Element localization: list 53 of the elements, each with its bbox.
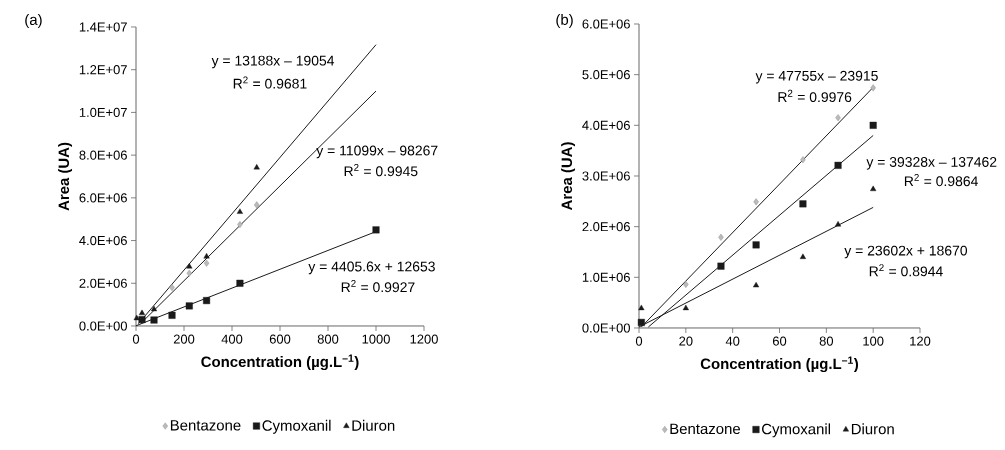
y-tick-label: 1.2E+07 (79, 65, 127, 75)
y-tick-label: 6.0E+06 (79, 193, 127, 203)
x-tick-label: 20 (679, 336, 693, 346)
annotation: R$^{2}$ = 0.8944 (869, 264, 943, 277)
y-tick-label: 1.0E+06 (582, 272, 630, 282)
y-tick-label: 1.4E+07 (79, 22, 127, 32)
x-axis-title: Concentration (µg.L$^{–1}$) (201, 354, 359, 371)
y-axis-title: Area (UA) (58, 142, 73, 211)
x-axis-title: Concentration (µg.L$^{–1}$) (700, 356, 859, 373)
legend-label: Cymoxanil (262, 419, 331, 434)
x-tick-label: 600 (269, 334, 291, 344)
x-tick-label: 1200 (410, 334, 438, 344)
annotation: y = 39328x – 137462 (866, 156, 997, 170)
y-tick-label: 3.0E+06 (582, 171, 630, 181)
y-tick-label: 5.0E+06 (582, 70, 630, 80)
chart-title: (a) (25, 14, 42, 28)
x-tick-label: 0 (635, 336, 643, 346)
y-tick-label: 4.0E+06 (582, 120, 630, 130)
y-tick-label: 0.0E+00 (582, 323, 630, 333)
annotation: y = 4405.6x + 12653 (308, 261, 435, 275)
annotation: y = 47755x – 23915 (755, 70, 878, 84)
legend-label: Bentazone (170, 420, 241, 431)
y-tick-label: 1.0E+07 (79, 107, 127, 117)
x-tick-label: 80 (819, 336, 834, 346)
x-tick-label: 800 (317, 334, 339, 344)
legend-label: Diuron (851, 423, 894, 435)
y-tick-label: 2.0E+06 (582, 222, 630, 232)
y-tick-label: 2.0E+06 (79, 278, 127, 288)
legend-label: Diuron (352, 419, 395, 431)
x-tick-label: 400 (221, 334, 243, 344)
x-tick-label: 120 (910, 336, 931, 346)
x-tick-label: 0 (132, 334, 140, 344)
x-tick-label: 200 (173, 334, 195, 344)
chart-title: (b) (556, 13, 573, 28)
x-tick-label: 60 (772, 336, 787, 346)
legend-label: Cymoxanil (762, 423, 830, 438)
legend-label: Bentazone (670, 423, 740, 435)
y-tick-label: 4.0E+06 (79, 235, 127, 246)
y-tick-label: 8.0E+06 (79, 150, 127, 160)
annotation: y = 23602x + 18670 (844, 245, 968, 259)
y-axis-title: Area (UA) (561, 142, 576, 211)
annotation: R$^{2}$ = 0.9945 (344, 164, 418, 177)
y-tick-label: 0.0E+00 (79, 321, 127, 331)
x-tick-label: 100 (863, 336, 884, 346)
annotation: R$^{2}$ = 0.9864 (904, 173, 978, 187)
annotation: R$^{2}$ = 0.9681 (233, 76, 307, 89)
annotation: y = 11099x – 98267 (316, 145, 438, 159)
y-tick-label: 6.0E+06 (582, 19, 630, 29)
annotation: y = 13188x – 19054 (211, 55, 335, 69)
annotation: R$^{2}$ = 0.9927 (341, 279, 415, 293)
annotation: R$^{2}$ = 0.9976 (778, 89, 852, 103)
x-tick-label: 1000 (362, 334, 390, 344)
x-tick-label: 40 (725, 336, 740, 346)
